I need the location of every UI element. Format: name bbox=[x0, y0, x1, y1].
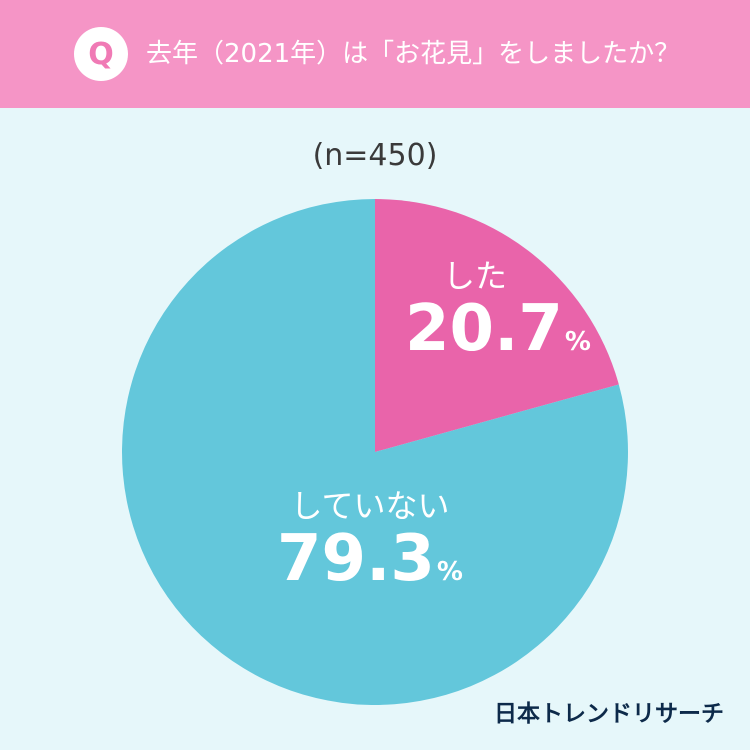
slice-label-did: した 20.7% bbox=[405, 257, 591, 377]
slice-label-did-value: 20.7% bbox=[405, 292, 591, 366]
question-badge: Q bbox=[74, 27, 128, 81]
header-bar: Q 去年（2021年）は「お花見」をしましたか？ bbox=[0, 0, 750, 108]
slice-label-did-not-name: していない bbox=[290, 487, 450, 525]
slice-label-did-name: した bbox=[442, 257, 507, 295]
question-title: 去年（2021年）は「お花見」をしましたか？ bbox=[146, 39, 681, 69]
slice-label-did-not: していない 79.3% bbox=[270, 488, 470, 607]
brand-logo: 日本トレンドリサーチ bbox=[494, 701, 724, 727]
slice-label-did-not-value: 79.3% bbox=[277, 522, 463, 596]
sample-size: (n=450) bbox=[312, 138, 438, 173]
pie-slice-did bbox=[375, 199, 619, 452]
pie-slice-did-not bbox=[122, 199, 628, 705]
